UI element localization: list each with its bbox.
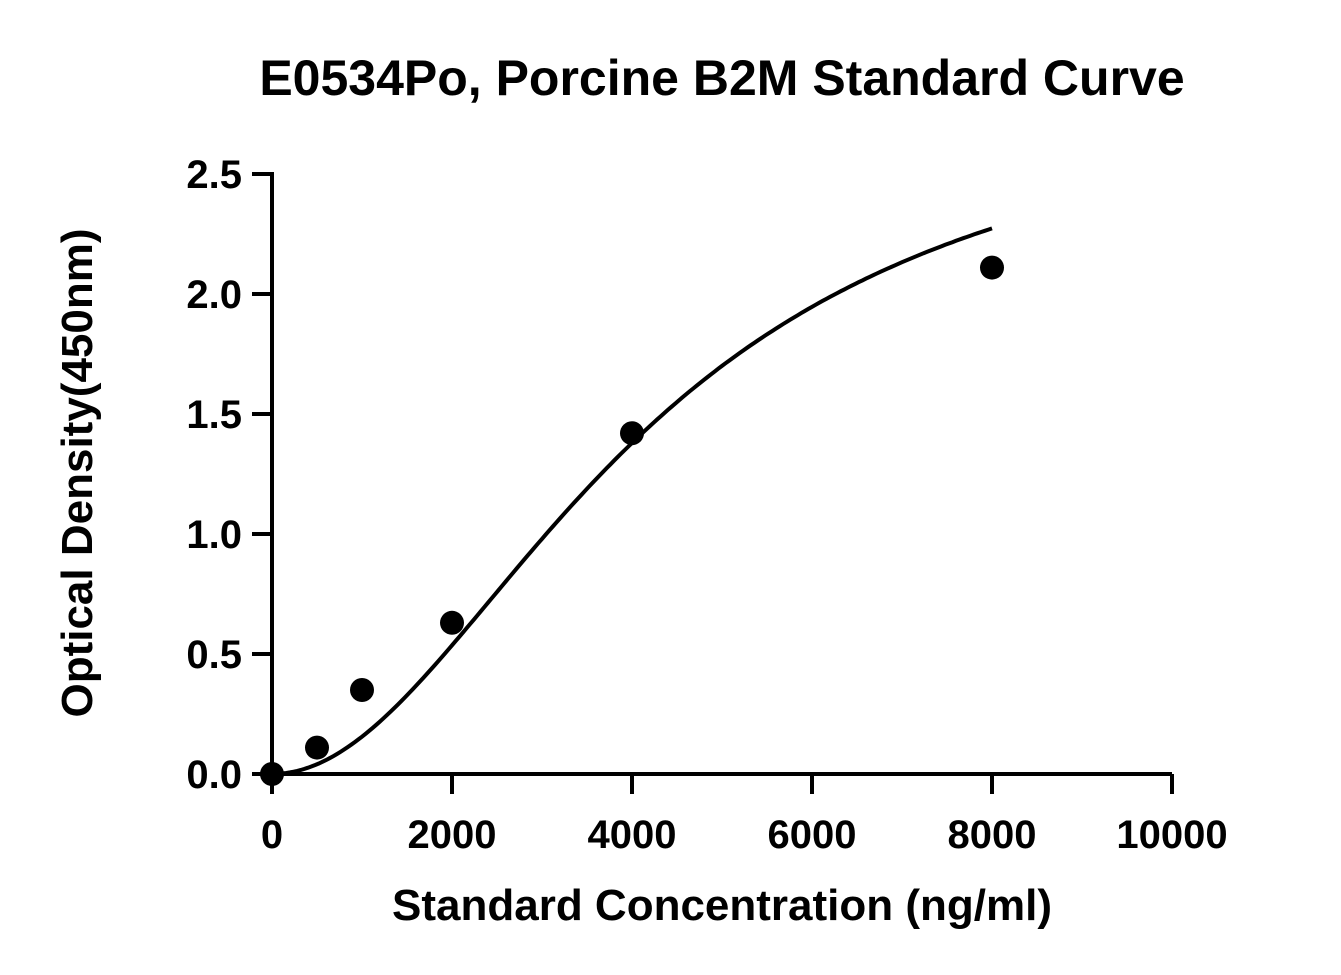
x-tick-label: 4000 — [588, 813, 677, 857]
data-point — [980, 255, 1004, 280]
axes — [270, 172, 1172, 776]
data-point — [620, 421, 644, 446]
data-point — [350, 678, 374, 702]
y-tick-label: 0.0 — [186, 753, 242, 797]
chart-title: E0534Po, Porcine B2M Standard Curve — [259, 50, 1184, 106]
y-tick-label: 2.5 — [186, 153, 242, 197]
y-axis-label: Optical Density(450nm) — [53, 228, 102, 717]
x-tick-label: 8000 — [948, 813, 1037, 857]
y-tick-label: 1.5 — [186, 393, 242, 437]
y-tick-label: 1.0 — [186, 513, 242, 557]
x-tick-label: 6000 — [768, 813, 857, 857]
y-tick-label: 0.5 — [186, 633, 242, 677]
x-tick-label: 10000 — [1116, 813, 1227, 857]
fit-curve — [271, 226, 993, 776]
data-points — [260, 255, 1004, 786]
data-point — [440, 610, 464, 635]
x-axis-label: Standard Concentration (ng/ml) — [392, 881, 1052, 930]
data-point — [305, 735, 329, 760]
data-point — [260, 762, 284, 786]
x-tick-label: 0 — [261, 813, 283, 857]
ticks: 0 2000 4000 6000 8000 10000 0.0 0.5 1.0 1.5 2.0 2.5 — [186, 153, 1227, 857]
y-tick-label: 2.0 — [186, 273, 242, 317]
x-tick-label: 2000 — [408, 813, 497, 857]
